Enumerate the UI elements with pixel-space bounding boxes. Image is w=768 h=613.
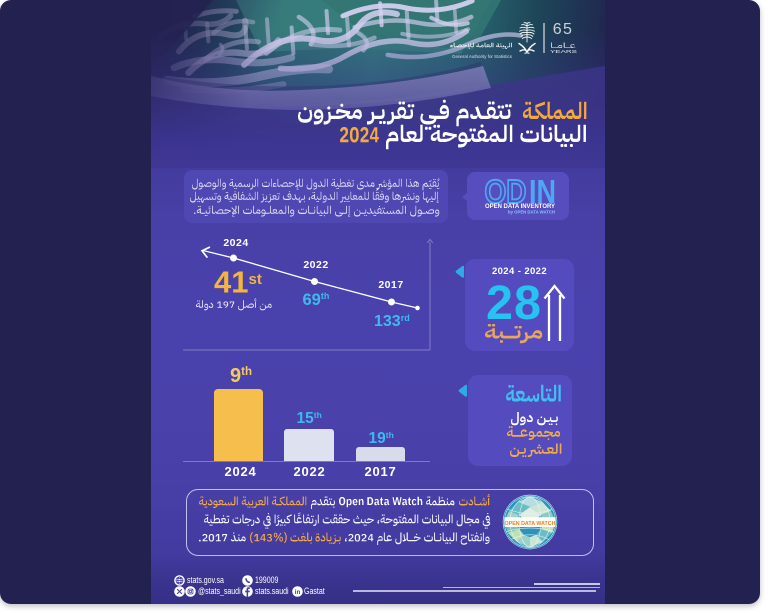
svg-text:YEARS: YEARS: [550, 49, 578, 54]
svg-text:IN: IN: [529, 176, 556, 210]
svg-text:General Authority for Statisti: General Authority for Statistics: [452, 54, 512, 59]
svg-text:by OPEN DATA WATCH: by OPEN DATA WATCH: [508, 210, 556, 215]
svg-text:in: in: [295, 589, 301, 596]
svg-text:OPEN DATA INVENTORY: OPEN DATA INVENTORY: [485, 203, 556, 210]
svg-text:OD: OD: [485, 176, 527, 210]
svg-text:OPEN DATA WATCH: OPEN DATA WATCH: [505, 520, 556, 526]
